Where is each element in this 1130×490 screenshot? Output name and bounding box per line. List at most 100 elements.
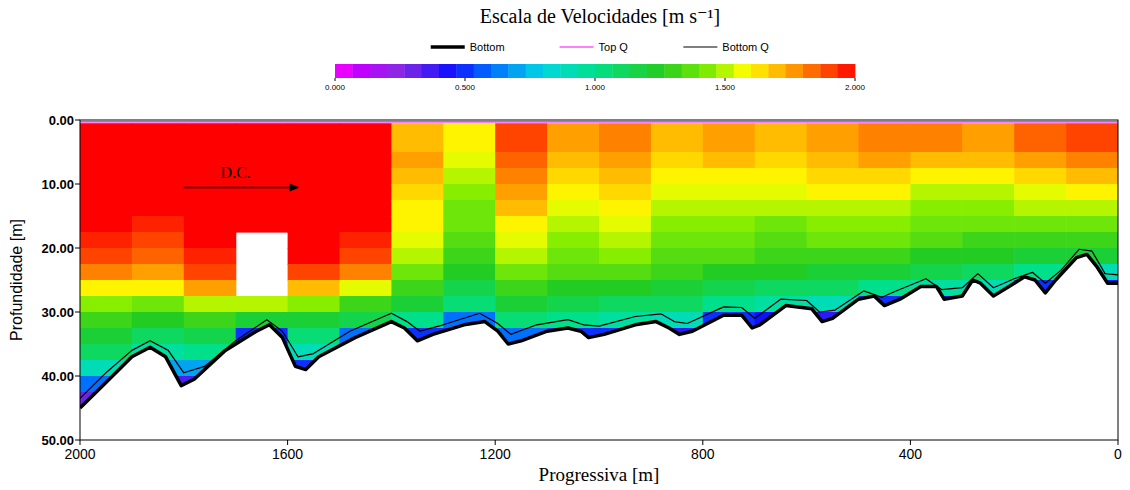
- cell: [962, 296, 1015, 313]
- cell: [236, 312, 289, 329]
- cell: [547, 248, 600, 265]
- cell: [703, 184, 756, 201]
- colorbar-swatch: [439, 64, 457, 78]
- cell: [495, 312, 548, 329]
- cell: [807, 168, 860, 185]
- cell: [236, 296, 289, 313]
- cell: [391, 248, 444, 265]
- colorbar-swatch: [387, 64, 405, 78]
- cell: [599, 232, 652, 249]
- colorbar-tick: [335, 78, 336, 81]
- cell: [1014, 248, 1066, 265]
- cell: [703, 264, 756, 281]
- colorbar-tick: [855, 78, 856, 81]
- colorbar-swatch: [491, 64, 509, 78]
- cell: [755, 264, 808, 281]
- cell: [495, 280, 548, 297]
- cell: [599, 123, 652, 152]
- cell: [80, 123, 133, 152]
- cell: [859, 184, 912, 201]
- cell: [495, 200, 548, 217]
- cell: [132, 200, 185, 217]
- cell: [184, 232, 237, 249]
- cell: [859, 232, 912, 249]
- colorbar-swatch: [820, 64, 838, 78]
- cell: [703, 152, 756, 169]
- x-tick-label: 1600: [272, 446, 303, 462]
- cell: [703, 232, 756, 249]
- cell: [443, 248, 496, 265]
- colorbar-label: 1.500: [715, 83, 736, 92]
- cell: [340, 184, 393, 201]
- cell: [443, 216, 496, 233]
- cell: [910, 264, 963, 281]
- y-tick-label: 20.00: [41, 241, 74, 256]
- cell: [184, 184, 237, 201]
- annotation-arrowhead: [290, 184, 300, 192]
- cell: [910, 232, 963, 249]
- cell: [340, 123, 393, 152]
- cell: [391, 200, 444, 217]
- cell: [132, 232, 185, 249]
- cell: [859, 216, 912, 233]
- cell: [807, 248, 860, 265]
- cell: [547, 184, 600, 201]
- y-tick: [75, 312, 80, 313]
- cell: [807, 152, 860, 169]
- cell: [703, 280, 756, 297]
- cell: [599, 280, 652, 297]
- cell: [1014, 123, 1066, 152]
- cell: [443, 280, 496, 297]
- colorbar-swatch: [647, 64, 665, 78]
- cell: [755, 152, 808, 169]
- cell: [184, 312, 237, 329]
- cell: [80, 264, 133, 281]
- cell: [651, 200, 704, 217]
- cell: [132, 264, 185, 281]
- cell: [288, 123, 341, 152]
- colorbar-swatch: [543, 64, 561, 78]
- colorbar-swatch: [560, 64, 578, 78]
- cell: [391, 280, 444, 297]
- cell: [755, 248, 808, 265]
- cell: [80, 216, 133, 233]
- cell: [236, 344, 289, 361]
- cell: [340, 200, 393, 217]
- cell: [184, 123, 237, 152]
- colorbar-swatch: [352, 64, 370, 78]
- colorbar-swatch: [578, 64, 596, 78]
- cell: [807, 216, 860, 233]
- series-line: [80, 121, 1118, 122]
- cell: [1066, 184, 1118, 201]
- cell: [910, 248, 963, 265]
- colorbar-swatch: [508, 64, 526, 78]
- colorbar-swatch: [803, 64, 821, 78]
- cell: [651, 168, 704, 185]
- cell: [651, 184, 704, 201]
- cell: [391, 168, 444, 185]
- cell: [651, 232, 704, 249]
- x-tick-label: 2000: [64, 446, 95, 462]
- y-tick-label: 10.00: [41, 177, 74, 192]
- x-tick: [910, 440, 911, 445]
- y-tick: [75, 248, 80, 249]
- cell: [443, 264, 496, 281]
- colorbar-tick: [595, 78, 596, 81]
- cell: [703, 200, 756, 217]
- legend: BottomTop QBottom Q: [431, 41, 770, 53]
- cell: [755, 200, 808, 217]
- cell: [651, 264, 704, 281]
- cell: [236, 184, 289, 201]
- title: Escala de Velocidades [m s⁻¹]: [480, 5, 721, 27]
- colorbar-swatch: [456, 64, 474, 78]
- cell: [962, 248, 1015, 265]
- y-tick: [75, 120, 80, 121]
- cell: [340, 216, 393, 233]
- cell: [859, 248, 912, 265]
- legend-item: Bottom Q: [683, 41, 769, 53]
- cell: [755, 168, 808, 185]
- cell: [703, 328, 756, 345]
- y-tick: [75, 184, 80, 185]
- cell: [340, 264, 393, 281]
- cell: [859, 264, 912, 281]
